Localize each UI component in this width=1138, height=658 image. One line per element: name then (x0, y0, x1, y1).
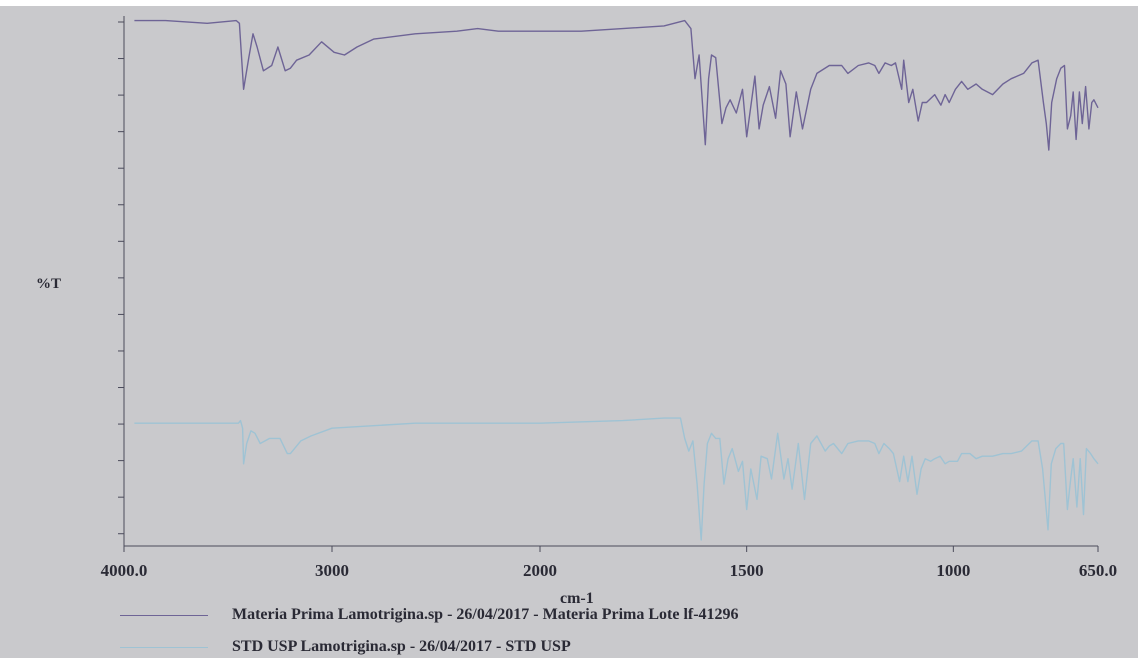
x-axis-label: cm-1 (560, 590, 594, 607)
x-tick-label: 4000.0 (101, 561, 148, 580)
legend-swatch-2 (120, 646, 208, 648)
series-line-2 (134, 417, 1099, 541)
legend-label-1: Materia Prima Lamotrigina.sp - 26/04/201… (232, 606, 739, 623)
legend-swatch-1 (120, 614, 208, 616)
x-tick-label: 1500 (730, 561, 764, 580)
x-tick-label: 3000 (315, 561, 349, 580)
x-tick-label: 650.0 (1079, 561, 1117, 580)
legend-label-2: STD USP Lamotrigina.sp - 26/04/2017 - ST… (232, 638, 571, 655)
y-axis-label: %T (36, 276, 62, 292)
top-header-strip (0, 0, 1138, 6)
series-line-1 (134, 19, 1099, 151)
legend-item-2: STD USP Lamotrigina.sp - 26/04/2017 - ST… (120, 636, 571, 658)
x-tick-label: 1000 (936, 561, 970, 580)
x-tick-label: 2000 (523, 561, 557, 580)
legend-item-1: Materia Prima Lamotrigina.sp - 26/04/201… (120, 604, 739, 626)
